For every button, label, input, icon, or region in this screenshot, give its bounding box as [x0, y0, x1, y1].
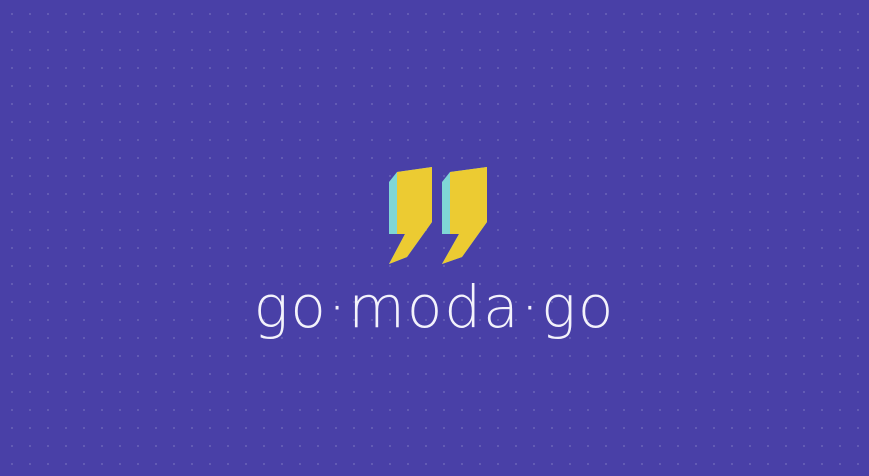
left-quote-glyph	[389, 167, 432, 264]
brand-wordmark: go·moda·go	[253, 273, 616, 341]
quotation-mark-icon	[389, 167, 487, 264]
right-quote-glyph	[442, 167, 487, 264]
